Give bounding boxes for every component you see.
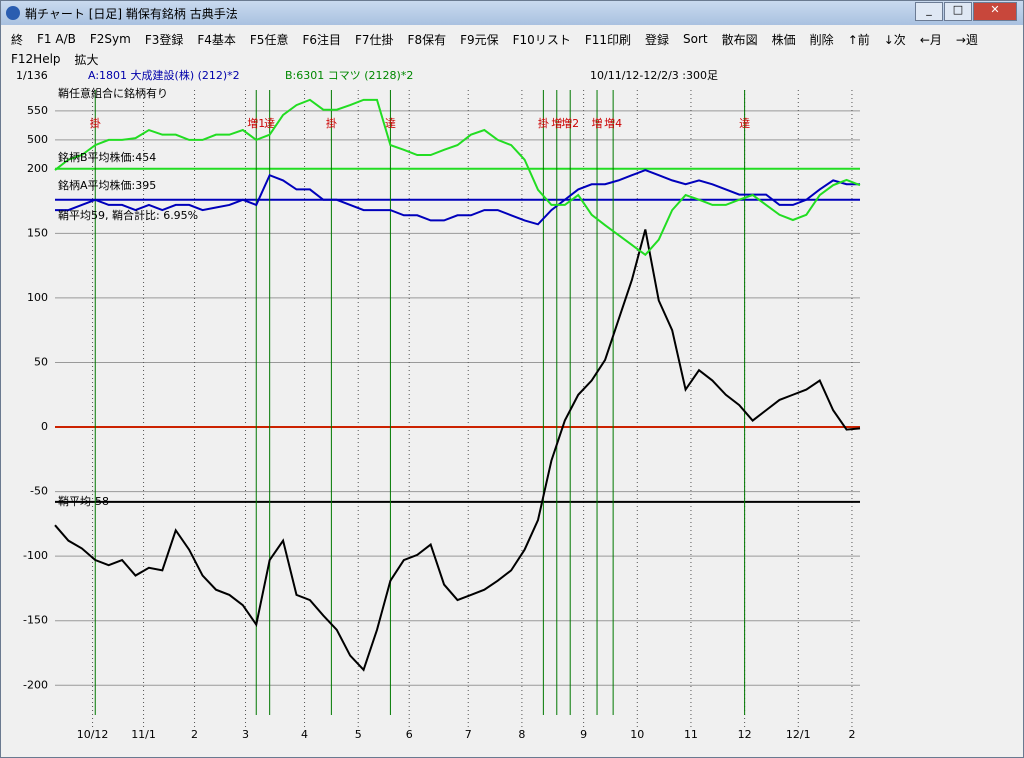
menu-item[interactable]: 終 — [11, 32, 24, 47]
x-tick-label: 5 — [355, 728, 362, 741]
x-tick-label: 6 — [406, 728, 413, 741]
menu-item[interactable]: 削除 — [809, 32, 834, 47]
x-tick-label: 9 — [580, 728, 587, 741]
y-tick-label: 100 — [27, 291, 48, 304]
signal-label: 達 — [739, 117, 750, 130]
x-tick-label: 12 — [738, 728, 752, 741]
menu-item[interactable]: F8保有 — [407, 32, 447, 47]
menu-item[interactable]: F7仕掛 — [355, 32, 394, 47]
y-tick-label: -200 — [23, 678, 48, 691]
x-tick-label: 12/1 — [786, 728, 811, 741]
close[interactable]: ✕ — [973, 2, 1017, 21]
symbol-a: A:1801 大成建設(株) (212)*2 — [88, 68, 240, 82]
x-tick-label: 7 — [465, 728, 472, 741]
chart-note: 鞘平均-58 — [58, 494, 109, 508]
signal-label: 増2 — [561, 117, 579, 130]
chart-note: 鞘平均59, 鞘合計比: 6.95% — [58, 208, 198, 222]
menu-item[interactable]: F2Sym — [89, 32, 131, 46]
signal-label: 達 — [385, 117, 396, 130]
y-tick-label: 0 — [41, 420, 48, 433]
y-tick-label: -50 — [30, 485, 48, 498]
app-icon — [6, 6, 20, 20]
x-tick-label: 3 — [242, 728, 249, 741]
menu-item[interactable]: 拡大 — [74, 52, 99, 67]
signal-label: 増 — [551, 117, 562, 130]
menu-item[interactable]: ↓次 — [883, 32, 906, 47]
menu-item[interactable]: 株価 — [771, 32, 796, 47]
symbol-b: B:6301 コマツ (2128)*2 — [285, 69, 413, 82]
x-tick-label: 10/12 — [77, 728, 109, 741]
menu-item[interactable]: F12Help — [11, 52, 61, 66]
menu-item[interactable]: →週 — [955, 32, 978, 47]
chart-note: 鞘任意組合に銘柄有り — [58, 86, 168, 100]
menu-item[interactable]: 登録 — [645, 32, 670, 47]
x-tick-label: 11/1 — [131, 728, 156, 741]
series-line — [54, 229, 861, 672]
x-tick-label: 10 — [630, 728, 644, 741]
y2-tick-label: 500 — [27, 133, 48, 146]
x-tick-label: 8 — [518, 728, 525, 741]
maximize[interactable]: □ — [944, 2, 972, 21]
page-count: 1/136 — [16, 69, 48, 82]
menu-row: F12Help 拡大 — [1, 49, 1023, 69]
y2-tick-label: 550 — [27, 104, 48, 117]
signal-label: 掛 — [90, 116, 101, 130]
menu-item[interactable]: 散布図 — [721, 32, 758, 47]
menu-item[interactable]: F4基本 — [197, 32, 236, 47]
signal-label: 増4 — [604, 117, 622, 130]
menu-item[interactable]: F5任意 — [249, 32, 289, 47]
chart: 1/136 A:1801 大成建設(株) (212)*2 B:6301 コマツ … — [16, 68, 861, 741]
title-bar: 鞘チャート [日足] 鞘保有銘柄 古典手法 _ □ ✕ — [1, 1, 1023, 25]
menu-item[interactable]: F9元保 — [460, 32, 499, 47]
signal-label: 掛 — [326, 116, 337, 130]
series-line — [55, 168, 860, 226]
chart-note: 銘柄B平均株価:454 — [58, 150, 156, 164]
signal-label: 増1 — [247, 117, 265, 130]
x-tick-label: 4 — [301, 728, 308, 741]
chart-note: 銘柄A平均株価:395 — [58, 178, 156, 192]
menu-item[interactable]: F6注目 — [302, 32, 341, 47]
menu-row: 終 F1 A/B F2Sym F3登録 F4基本 F5任意 F6注目 F7仕掛 F8保有 F9元保… — [1, 29, 1023, 49]
window-buttons: _ □ ✕ — [914, 2, 1017, 21]
series-line — [54, 98, 861, 257]
menu-item[interactable]: ←月 — [919, 32, 942, 47]
y-tick-label: 200 — [27, 162, 48, 175]
y-tick-label: 150 — [27, 226, 48, 239]
menu-item[interactable]: ↑前 — [847, 32, 870, 47]
x-tick-label: 2 — [848, 728, 855, 741]
date-range: 10/11/12-12/2/3 :300足 — [590, 69, 718, 82]
signal-label: 達 — [264, 117, 275, 130]
menu-item[interactable]: F10リスト — [512, 32, 571, 47]
window-title: 鞘チャート [日足] 鞘保有銘柄 古典手法 — [25, 6, 238, 21]
y-tick-label: 50 — [34, 355, 48, 368]
x-tick-label: 11 — [684, 728, 698, 741]
y-tick-label: -100 — [23, 549, 48, 562]
menu-item[interactable]: F11印刷 — [584, 32, 632, 47]
y-tick-label: -150 — [23, 614, 48, 627]
signal-label: 増 — [592, 117, 603, 130]
minimize[interactable]: _ — [915, 2, 943, 21]
menu-item[interactable]: F3登録 — [144, 32, 184, 47]
signal-label: 掛 — [538, 116, 549, 130]
menu-item[interactable]: Sort — [683, 32, 708, 46]
x-tick-label: 2 — [191, 728, 198, 741]
menu-item[interactable]: F1 A/B — [37, 32, 76, 46]
